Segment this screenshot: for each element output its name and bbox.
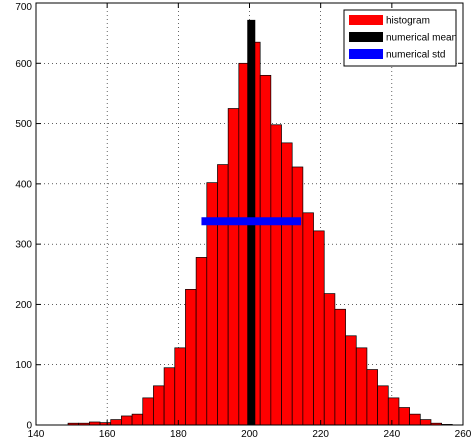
histogram-bar: [387, 397, 400, 426]
histogram-bars: [67, 41, 453, 426]
legend-label: histogram: [386, 16, 430, 27]
histogram-bar: [259, 74, 272, 426]
histogram-bar: [195, 257, 208, 426]
histogram-bar: [121, 415, 133, 426]
statistics-overlay: [201, 19, 302, 425]
histogram-bar: [110, 419, 122, 426]
histogram-bar: [270, 124, 282, 426]
x-tick-label: 180: [170, 429, 187, 439]
x-tick-label: 140: [28, 429, 45, 439]
histogram-bar: [185, 289, 197, 426]
legend-swatch: [349, 49, 383, 59]
histogram-bar: [217, 164, 229, 426]
histogram-bar: [227, 108, 240, 426]
histogram-bar: [131, 413, 144, 426]
legend-label: numerical mean: [386, 33, 457, 44]
histogram-bar: [419, 419, 432, 426]
x-tick-label: 260: [455, 429, 472, 439]
histogram-bar: [174, 347, 186, 426]
histogram-bar: [153, 385, 165, 426]
histogram-bar: [313, 230, 325, 426]
histogram-bar: [409, 413, 421, 426]
y-tick-label: 300: [15, 240, 32, 251]
y-tick-label: 500: [15, 119, 32, 130]
histogram-bar: [302, 212, 314, 426]
x-tick-label: 240: [383, 429, 400, 439]
histogram-bar: [142, 397, 154, 426]
y-tick-label: 600: [15, 59, 32, 70]
y-tick-label: 100: [15, 360, 32, 371]
legend-swatch: [349, 32, 383, 42]
histogram-bar: [323, 293, 336, 426]
x-tick-label: 160: [99, 429, 116, 439]
y-tick-label: 700: [15, 2, 32, 13]
histogram-bar: [334, 308, 346, 426]
y-tick-label: 200: [15, 300, 32, 311]
histogram-bar: [366, 369, 378, 426]
x-tick-label: 220: [312, 429, 329, 439]
legend: histogram numerical mean numerical std: [343, 9, 457, 67]
legend-swatch: [349, 15, 383, 25]
histogram-bar: [377, 385, 389, 426]
y-tick-label: 400: [15, 179, 32, 190]
axis-ticks: 140 160 180 200 220 240 260 0 100 200 300 400 500 600…: [15, 2, 471, 439]
histogram-bar: [398, 407, 410, 426]
histogram-bar: [345, 335, 357, 426]
histogram-bar: [281, 142, 293, 426]
histogram-bar: [163, 367, 176, 426]
x-tick-label: 200: [241, 429, 258, 439]
y-tick-label: 0: [26, 421, 32, 432]
histogram-bar: [291, 166, 304, 426]
histogram-bar: [355, 347, 368, 426]
legend-label: numerical std: [386, 50, 445, 61]
